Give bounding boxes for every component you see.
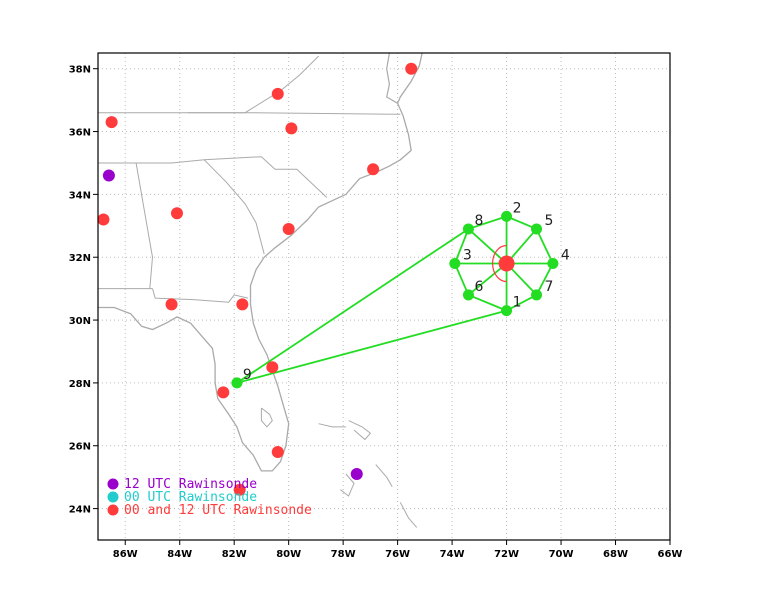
chesapeake-bay: [386, 53, 398, 104]
station-00-12-utc: [105, 116, 118, 129]
ferry-leg: [236, 309, 507, 384]
network-point-label: 2: [513, 200, 522, 216]
network-edge: [468, 215, 507, 230]
storm-center-marker: [498, 255, 515, 272]
network-edge: [506, 294, 537, 312]
lake-okeechobee: [260, 407, 273, 428]
island-outline: [399, 502, 418, 528]
network-point-8: [462, 223, 474, 235]
legend-swatch: [107, 491, 119, 503]
y-tick-label: 32N: [69, 253, 91, 264]
network-point-1: [501, 305, 513, 317]
x-tick-label: 76W: [385, 549, 410, 560]
y-tick-label: 26N: [69, 442, 91, 453]
x-tick-label: 82W: [222, 549, 247, 560]
state-border: [203, 159, 265, 255]
x-tick-label: 86W: [113, 549, 138, 560]
y-tick-label: 28N: [69, 379, 91, 390]
island-outline: [340, 473, 355, 497]
map-frame: [97, 52, 671, 541]
network-point-5: [531, 223, 543, 235]
legend-label: 00 and 12 UTC Rawinsonde: [124, 503, 312, 518]
y-tick-label: 24N: [69, 505, 91, 516]
grid-lines: [98, 53, 671, 540]
network-edge: [535, 263, 554, 296]
spoke-line: [467, 228, 508, 265]
x-tick-label: 70W: [549, 549, 574, 560]
x-tick-label: 68W: [603, 549, 628, 560]
network-point-label: 1: [513, 295, 522, 311]
legend-swatch: [107, 478, 119, 490]
station-00-12-utc: [285, 122, 298, 135]
network-point-label: 8: [474, 213, 483, 229]
network-edge: [535, 228, 554, 264]
network-edge: [468, 294, 507, 312]
station-00-12-utc: [236, 298, 249, 311]
network-point-9: [231, 377, 243, 389]
network-point-3: [449, 258, 461, 270]
station-00-12-utc: [266, 361, 279, 374]
legend-swatch: [107, 504, 119, 516]
y-tick-label: 34N: [69, 190, 91, 201]
network-point-2: [501, 210, 513, 222]
station-00-12-utc: [217, 386, 230, 399]
station-00-12-utc: [165, 298, 178, 311]
network-edge: [453, 263, 470, 296]
y-tick-label: 38N: [69, 65, 91, 76]
network-point-6: [462, 289, 474, 301]
network-point-label: 5: [545, 213, 554, 229]
x-tick-label: 74W: [440, 549, 465, 560]
station-00-12-utc: [233, 483, 246, 496]
station-00-12-utc: [282, 222, 295, 235]
axis-ticks: 86W 84W 82W 80W 78W 76W 74W 72W 70W 68W 66W 24N 26N 2…: [69, 65, 683, 560]
island-outline: [318, 423, 346, 428]
ferry-leg: [236, 228, 469, 384]
x-tick-label: 84W: [167, 549, 192, 560]
x-tick-label: 72W: [494, 549, 519, 560]
spoke-line: [467, 262, 508, 296]
legend-label: 00 UTC Rawinsonde: [124, 490, 257, 505]
legend-label: 12 UTC Rawinsonde: [124, 477, 257, 492]
storm-circulation-arc: [491, 244, 507, 283]
x-tick-label: 66W: [658, 549, 683, 560]
x-tick-label: 78W: [331, 549, 356, 560]
network-edge: [453, 228, 470, 264]
map-background: [98, 53, 670, 540]
network-point-label: 7: [545, 279, 554, 295]
station-00-12-utc: [97, 213, 110, 226]
station-00-12-utc: [367, 163, 380, 176]
station-00-12-utc: [170, 207, 183, 220]
network-point-label: 6: [474, 279, 483, 295]
station-00-12-utc: [405, 62, 418, 75]
island-outline: [375, 464, 393, 487]
station-12-utc: [350, 468, 363, 481]
network-point-label: 3: [463, 248, 472, 264]
y-tick-label: 30N: [69, 316, 91, 327]
network-point-label: 4: [561, 248, 570, 264]
rawinsonde-stations: [97, 62, 418, 496]
network-point-4: [547, 258, 559, 270]
y-tick-label: 36N: [69, 128, 91, 139]
island-outline: [348, 420, 372, 441]
state-border: [98, 156, 328, 198]
network-point-label: 9: [243, 367, 252, 383]
station-00-12-utc: [271, 446, 284, 459]
network-point-7: [531, 289, 543, 301]
station-00-12-utc: [271, 87, 284, 100]
state-border: [135, 162, 154, 289]
station-12-utc: [102, 169, 115, 182]
state-border: [152, 288, 248, 303]
x-tick-label: 80W: [276, 549, 301, 560]
dropsonde-network: 1 2 3 4 5 6 7 8 9: [231, 200, 570, 389]
